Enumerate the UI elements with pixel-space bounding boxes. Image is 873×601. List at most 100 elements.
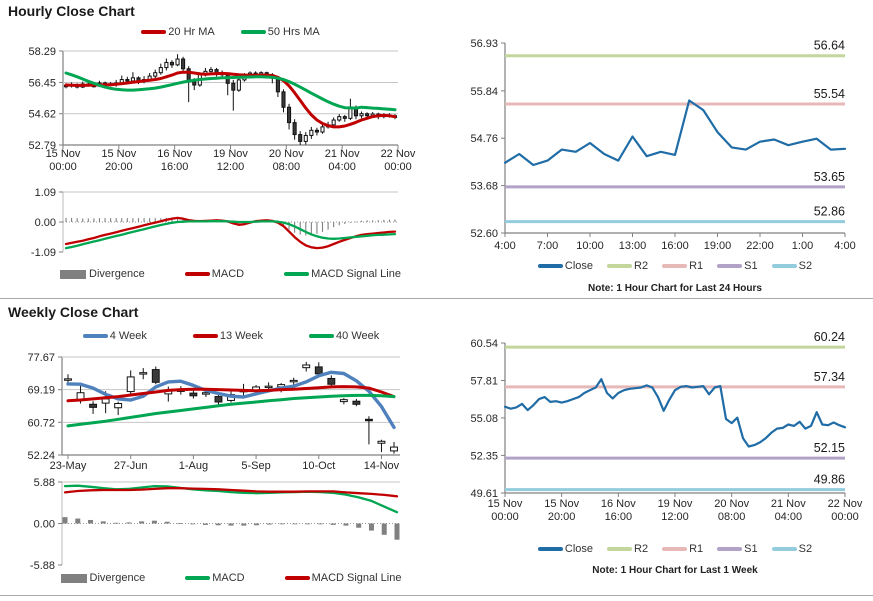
legend-label: 20 Hr MA bbox=[168, 26, 215, 38]
svg-text:15 Nov: 15 Nov bbox=[544, 498, 579, 510]
svg-text:15 Nov: 15 Nov bbox=[101, 148, 136, 160]
section-divider-bottom bbox=[0, 595, 873, 596]
weekly-price-legend: 4 Week 13 Week 40 Week bbox=[62, 330, 400, 342]
svg-text:00:00: 00:00 bbox=[831, 511, 859, 523]
svg-text:13:00: 13:00 bbox=[619, 240, 647, 252]
legend-item-macd-signal-line: MACD Signal Line bbox=[284, 572, 402, 584]
svg-text:21 Nov: 21 Nov bbox=[771, 498, 806, 510]
macd-legend-marker bbox=[185, 576, 211, 580]
legend-item-divergence: Divergence bbox=[60, 572, 146, 584]
svg-text:19 Nov: 19 Nov bbox=[658, 498, 693, 510]
s2-legend-marker bbox=[771, 264, 797, 268]
weekly-macd-legend: Divergence MACD MACD Signal Line bbox=[60, 572, 402, 584]
svg-text:53.65: 53.65 bbox=[814, 170, 845, 184]
weekly-section-title: Weekly Close Chart bbox=[8, 304, 139, 320]
svg-text:10-Oct: 10-Oct bbox=[302, 460, 335, 472]
svg-text:69.19: 69.19 bbox=[27, 385, 55, 397]
close-legend-marker bbox=[537, 264, 563, 268]
svg-text:4:00: 4:00 bbox=[494, 240, 515, 252]
svg-text:00:00: 00:00 bbox=[49, 161, 77, 173]
svg-text:55.08: 55.08 bbox=[470, 413, 498, 425]
legend-item-macd: MACD bbox=[185, 572, 245, 584]
svg-text:20 Nov: 20 Nov bbox=[269, 148, 304, 160]
s1-legend-marker bbox=[717, 547, 743, 551]
svg-text:20:00: 20:00 bbox=[548, 511, 576, 523]
svg-text:22:00: 22:00 bbox=[746, 240, 774, 252]
legend-label: S1 bbox=[744, 260, 758, 272]
legend-label: 50 Hrs MA bbox=[267, 26, 320, 38]
macd-legend-marker bbox=[184, 272, 210, 276]
legend-item-50-hrs-ma: 50 Hrs MA bbox=[240, 26, 320, 38]
svg-text:7:00: 7:00 bbox=[537, 240, 558, 252]
svg-text:60.24: 60.24 bbox=[814, 330, 845, 344]
legend-item-s2: S2 bbox=[771, 260, 813, 272]
legend-label: S2 bbox=[798, 543, 813, 555]
legend-label: R1 bbox=[689, 543, 704, 555]
legend-label: Divergence bbox=[89, 572, 146, 584]
svg-text:52.15: 52.15 bbox=[814, 441, 845, 455]
svg-text:56.93: 56.93 bbox=[470, 38, 498, 50]
r1-legend-marker bbox=[662, 264, 688, 268]
legend-label: Divergence bbox=[89, 268, 145, 280]
hourly-pivot-note: Note: 1 Hour Chart for Last 24 Hours bbox=[588, 283, 762, 294]
svg-text:-1.09: -1.09 bbox=[31, 247, 56, 259]
svg-text:77.67: 77.67 bbox=[27, 352, 55, 364]
legend-label: MACD Signal Line bbox=[311, 572, 402, 584]
legend-item-divergence: Divergence bbox=[60, 268, 145, 280]
weekly-pivot-legend: Close R2 R1 S1 S2 bbox=[505, 543, 845, 555]
13-week-legend-marker bbox=[192, 334, 218, 338]
macd-signal-line-legend-marker bbox=[284, 272, 310, 276]
r1-legend-marker bbox=[662, 547, 688, 551]
svg-text:4:00: 4:00 bbox=[834, 240, 855, 252]
legend-item-s1: S1 bbox=[717, 543, 758, 555]
svg-text:22 Nov: 22 Nov bbox=[381, 148, 416, 160]
svg-text:15 Nov: 15 Nov bbox=[488, 498, 523, 510]
svg-text:27-Jun: 27-Jun bbox=[114, 460, 148, 472]
legend-label: 13 Week bbox=[219, 330, 264, 342]
svg-text:22 Nov: 22 Nov bbox=[828, 498, 863, 510]
hourly-macd-legend: Divergence MACD MACD Signal Line bbox=[60, 268, 401, 280]
svg-text:16 Nov: 16 Nov bbox=[157, 148, 192, 160]
svg-text:58.29: 58.29 bbox=[28, 46, 56, 58]
legend-label: S2 bbox=[798, 260, 813, 272]
r2-legend-marker bbox=[607, 547, 633, 551]
svg-text:23-May: 23-May bbox=[50, 460, 87, 472]
svg-text:1.09: 1.09 bbox=[35, 187, 56, 199]
svg-text:0.00: 0.00 bbox=[34, 519, 55, 531]
svg-text:55.84: 55.84 bbox=[470, 86, 498, 98]
svg-text:56.64: 56.64 bbox=[814, 39, 845, 53]
macd-signal-line-legend-marker bbox=[284, 576, 310, 580]
svg-text:49.86: 49.86 bbox=[814, 473, 845, 487]
legend-item-r1: R1 bbox=[662, 543, 703, 555]
svg-text:5.88: 5.88 bbox=[34, 477, 55, 489]
svg-text:52.86: 52.86 bbox=[814, 205, 845, 219]
svg-text:19 Nov: 19 Nov bbox=[213, 148, 248, 160]
legend-item-13-week: 13 Week bbox=[192, 330, 264, 342]
svg-text:5-Sep: 5-Sep bbox=[241, 460, 270, 472]
svg-text:12:00: 12:00 bbox=[217, 161, 245, 173]
legend-item-40-week: 40 Week bbox=[309, 330, 379, 342]
legend-label: R1 bbox=[689, 260, 704, 272]
svg-text:20 Nov: 20 Nov bbox=[714, 498, 749, 510]
svg-text:1:00: 1:00 bbox=[792, 240, 813, 252]
svg-text:21 Nov: 21 Nov bbox=[325, 148, 360, 160]
legend-item-s1: S1 bbox=[717, 260, 758, 272]
svg-text:53.68: 53.68 bbox=[470, 181, 498, 193]
legend-label: R2 bbox=[634, 260, 649, 272]
hourly-pivot-chart: 56.93 55.84 54.76 53.68 52.60 56.64 55.54 53.65… bbox=[470, 38, 855, 252]
svg-text:08:00: 08:00 bbox=[718, 511, 746, 523]
hourly-macd-chart: 1.09 0.00 -1.09 bbox=[31, 187, 398, 259]
s1-legend-marker bbox=[717, 264, 743, 268]
svg-text:52.24: 52.24 bbox=[27, 450, 55, 462]
legend-label: R2 bbox=[634, 543, 649, 555]
weekly-pivot-note: Note: 1 Hour Chart for Last 1 Week bbox=[592, 565, 758, 576]
svg-text:52.79: 52.79 bbox=[28, 140, 56, 152]
svg-text:19:00: 19:00 bbox=[704, 240, 732, 252]
legend-item-macd: MACD bbox=[184, 268, 244, 280]
legend-item-4-week: 4 Week bbox=[82, 330, 147, 342]
svg-text:1-Aug: 1-Aug bbox=[179, 460, 208, 472]
legend-item-20-hr-ma: 20 Hr MA bbox=[141, 26, 215, 38]
svg-text:16:00: 16:00 bbox=[661, 240, 689, 252]
r2-legend-marker bbox=[607, 264, 633, 268]
